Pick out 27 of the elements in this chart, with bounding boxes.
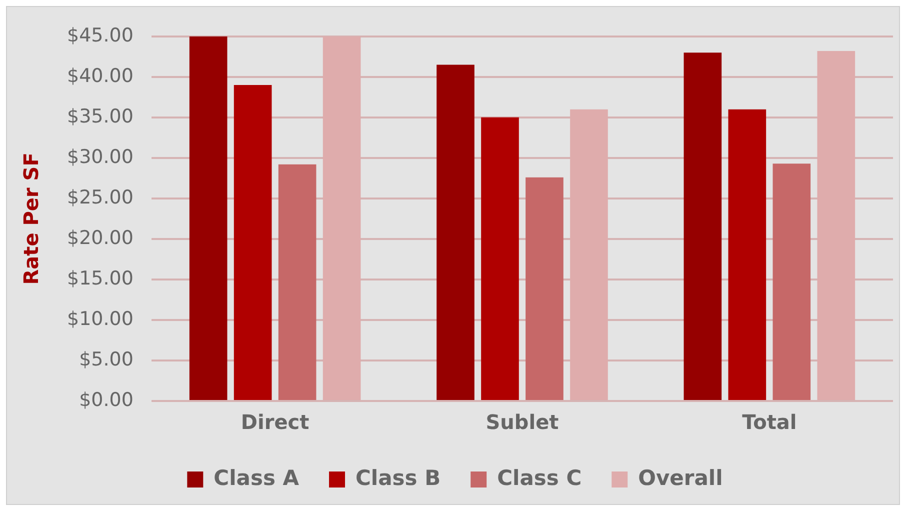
bar bbox=[684, 52, 722, 400]
legend-label: Overall bbox=[638, 466, 723, 490]
bar bbox=[728, 109, 766, 400]
y-tick-label: $25.00 bbox=[66, 186, 134, 208]
legend-label: Class B bbox=[356, 466, 441, 490]
x-tick-label: Sublet bbox=[486, 410, 560, 434]
y-axis-title: Rate Per SF bbox=[19, 152, 44, 285]
y-tick-label: $30.00 bbox=[66, 146, 134, 168]
bar bbox=[772, 164, 811, 400]
y-tick-label: $45.00 bbox=[66, 24, 134, 46]
y-tick-label: $20.00 bbox=[66, 226, 134, 249]
bar bbox=[234, 85, 272, 400]
legend-label: Class C bbox=[497, 466, 582, 490]
y-tick-label: $35.00 bbox=[66, 105, 134, 128]
bar bbox=[526, 177, 564, 400]
bar bbox=[189, 36, 228, 400]
y-tick-label: $10.00 bbox=[66, 308, 134, 330]
x-tick-label: Total bbox=[742, 410, 797, 434]
x-tick-label: Direct bbox=[240, 410, 310, 434]
y-tick-label: $0.00 bbox=[79, 388, 134, 411]
y-tick-label: $5.00 bbox=[79, 348, 134, 370]
legend-label: Class A bbox=[214, 466, 300, 490]
y-tick-label: $40.00 bbox=[66, 64, 134, 87]
bar bbox=[436, 64, 474, 400]
bar bbox=[278, 164, 316, 400]
y-tick-label: $15.00 bbox=[66, 267, 134, 290]
bar bbox=[481, 117, 519, 400]
